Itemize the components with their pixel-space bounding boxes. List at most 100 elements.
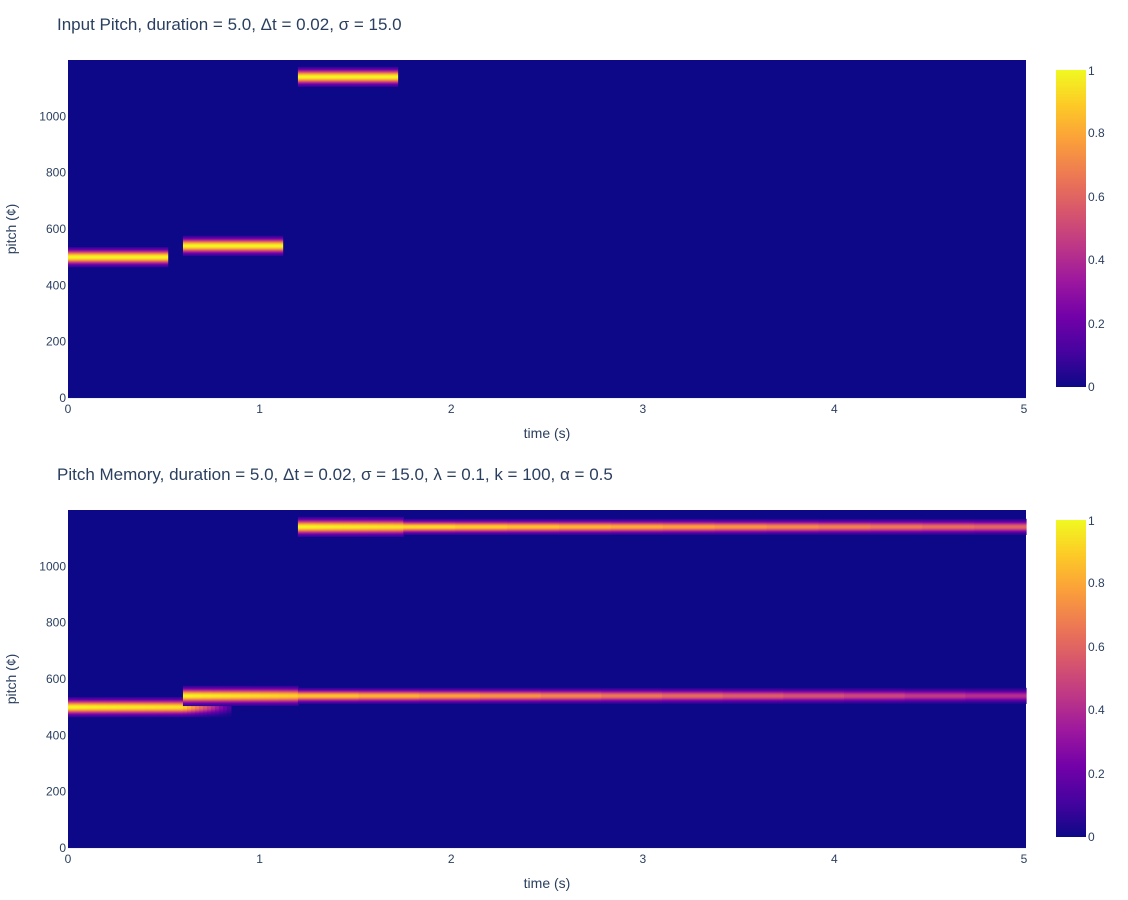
heatmap-bands xyxy=(68,66,399,268)
heatmap-band-segment xyxy=(190,697,196,718)
colorbar: 0 0.2 0.4 0.6 0.8 1 xyxy=(1056,514,1105,844)
x-tick-label: 4 xyxy=(831,402,838,416)
y-tick-label: 800 xyxy=(46,616,66,630)
heatmap-band-segment xyxy=(134,247,144,268)
heatmap-band-segment xyxy=(974,518,1027,536)
heatmap-band-segment xyxy=(199,235,209,257)
y-tick-labels: 0 200 400 600 800 1000 xyxy=(39,559,66,855)
heatmap-band-segment xyxy=(68,247,77,268)
heatmap-band-segment xyxy=(101,247,111,268)
heatmap-band-segment xyxy=(278,685,289,707)
heatmap-band-segment xyxy=(224,235,234,257)
heatmap-band-segment xyxy=(265,235,275,257)
y-tick-label: 400 xyxy=(46,728,66,742)
heatmap-band-segment xyxy=(226,697,232,718)
heatmap-panel-pitch-memory: Pitch Memory, duration = 5.0, Δt = 0.02,… xyxy=(3,465,1105,891)
heatmap-band-segment xyxy=(202,697,208,718)
heatmap-band-segment xyxy=(142,247,152,268)
heatmap-band-segment xyxy=(87,697,98,718)
x-tick-label: 5 xyxy=(1021,852,1028,866)
heatmap-band-segment xyxy=(306,516,317,538)
heatmap-band-segment xyxy=(216,235,226,257)
heatmap-band-segment xyxy=(297,687,360,705)
heatmap-band-segment xyxy=(314,66,324,88)
heatmap-band-segment xyxy=(766,518,820,536)
y-tick-label: 600 xyxy=(46,672,66,686)
heatmap-band-segment xyxy=(259,685,270,707)
colorbar-tick-label: 0.2 xyxy=(1088,317,1105,331)
y-axis-title: pitch (¢) xyxy=(3,654,19,705)
heatmap-background xyxy=(68,60,1026,398)
heatmap-band-segment xyxy=(297,516,308,538)
heatmap-band-segment xyxy=(192,685,203,707)
colorbar-tick-label: 0.4 xyxy=(1088,703,1105,717)
heatmap-bands xyxy=(68,516,1027,718)
heatmap-band-segment xyxy=(331,66,341,88)
x-tick-label: 1 xyxy=(256,852,263,866)
heatmap-band-segment xyxy=(194,697,200,718)
heatmap-band-segment xyxy=(269,685,280,707)
y-tick-label: 0 xyxy=(59,391,66,405)
heatmap-band-segment xyxy=(206,697,212,718)
colorbar-tick-label: 0.6 xyxy=(1088,640,1105,654)
heatmap-band-segment xyxy=(965,687,1027,705)
heatmap-band-segment xyxy=(507,518,560,536)
x-tick-label: 2 xyxy=(448,402,455,416)
heatmap-band-segment xyxy=(610,518,664,536)
heatmap-band-segment xyxy=(661,687,724,705)
heatmap-band-segment xyxy=(306,66,316,88)
heatmap-band-segment xyxy=(211,685,222,707)
heatmap-band-segment xyxy=(419,687,481,705)
y-tick-labels: 0 200 400 600 800 1000 xyxy=(39,109,66,405)
heatmap-band-segment xyxy=(214,697,220,718)
x-tick-label: 4 xyxy=(831,852,838,866)
x-tick-label: 2 xyxy=(448,852,455,866)
heatmap-band-segment xyxy=(182,235,192,257)
heatmap-band-segment xyxy=(714,518,768,536)
y-tick-label: 1000 xyxy=(39,559,66,573)
heatmap-band-segment xyxy=(210,697,216,718)
heatmap-band-segment xyxy=(372,66,382,88)
heatmap-band-segment xyxy=(96,697,107,718)
heatmap-band-segment xyxy=(249,235,259,257)
heatmap-band-segment xyxy=(115,697,127,718)
heatmap-band-segment xyxy=(601,687,663,705)
heatmap-band-segment xyxy=(479,687,542,705)
heatmap-band-segment xyxy=(106,697,117,718)
heatmap-band-segment xyxy=(324,516,334,538)
heatmap-band-segment xyxy=(558,518,612,536)
heatmap-band-segment xyxy=(159,247,169,268)
heatmap-band-segment xyxy=(339,66,349,88)
heatmap-band-segment xyxy=(76,247,86,268)
chart-title: Input Pitch, duration = 5.0, Δt = 0.02, … xyxy=(57,15,402,34)
heatmap-band-segment xyxy=(364,66,374,88)
heatmap-band-segment xyxy=(455,518,508,536)
heatmap-band-segment xyxy=(274,235,284,257)
colorbar-tick-label: 0.4 xyxy=(1088,253,1105,267)
heatmap-band-segment xyxy=(870,518,923,536)
colorbar-tick-label: 0 xyxy=(1088,380,1095,394)
heatmap-band-segment xyxy=(315,516,325,538)
heatmap-band-segment xyxy=(250,685,261,707)
heatmap-band-segment xyxy=(173,697,184,718)
heatmap-band-segment xyxy=(662,518,716,536)
heatmap-band-segment xyxy=(163,697,174,718)
colorbar: 0 0.2 0.4 0.6 0.8 1 xyxy=(1056,64,1105,394)
chart-title: Pitch Memory, duration = 5.0, Δt = 0.02,… xyxy=(57,465,613,484)
heatmap-band-segment xyxy=(222,697,228,718)
heatmap-band-segment xyxy=(356,66,365,88)
heatmap-band-segment xyxy=(376,516,387,538)
heatmap-background xyxy=(68,510,1026,848)
heatmap-band-segment xyxy=(230,685,242,707)
colorbar-gradient xyxy=(1056,70,1086,387)
x-tick-label: 1 xyxy=(256,402,263,416)
colorbar-tick-label: 1 xyxy=(1088,514,1095,528)
heatmap-band-segment xyxy=(221,685,232,707)
heatmap-band-segment xyxy=(333,516,343,538)
heatmap-band-segment xyxy=(232,235,242,257)
colorbar-tick-label: 0.8 xyxy=(1088,126,1105,140)
heatmap-band-segment xyxy=(359,516,369,538)
y-tick-label: 600 xyxy=(46,222,66,236)
heatmap-band-segment xyxy=(144,697,155,718)
